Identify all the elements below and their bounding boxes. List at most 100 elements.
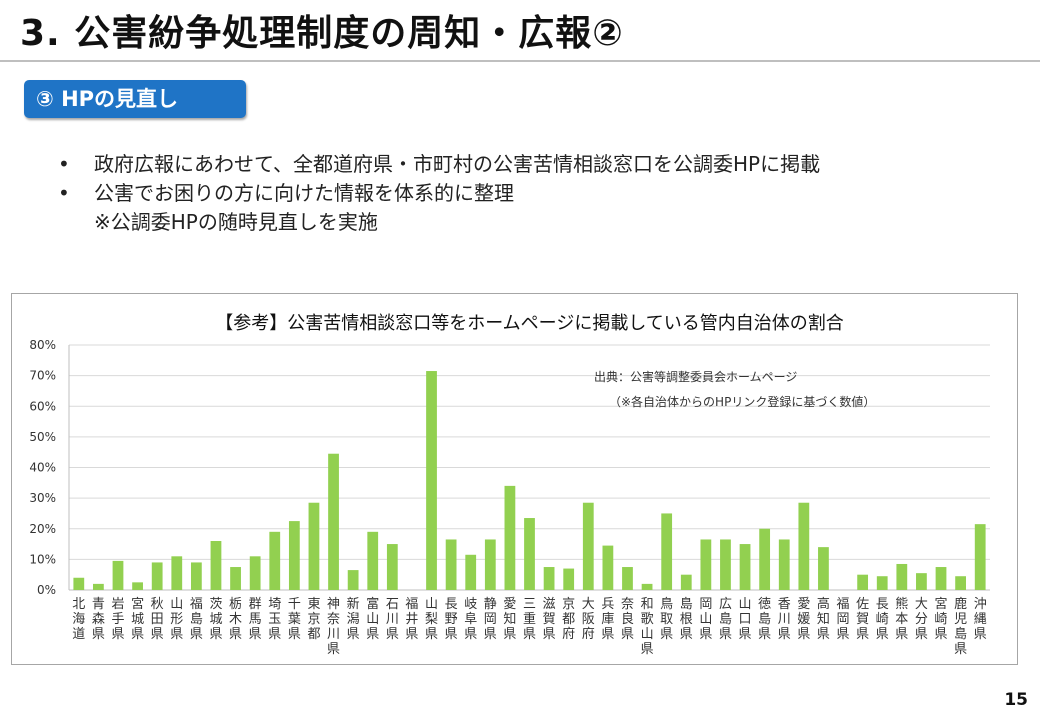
x-tick-label: 佐賀県 xyxy=(856,597,869,642)
bar xyxy=(151,562,163,590)
bar xyxy=(328,453,339,590)
bar xyxy=(308,502,320,590)
x-tick-label: 福岡県 xyxy=(837,597,850,642)
y-tick-label: 20% xyxy=(29,522,56,536)
bar xyxy=(641,583,653,590)
x-tick-label: 石川県 xyxy=(386,597,399,642)
bar xyxy=(93,583,104,590)
bar xyxy=(504,485,516,590)
x-tick-label: 岐阜県 xyxy=(464,597,477,642)
bar xyxy=(798,502,810,590)
bar xyxy=(210,541,222,590)
bar xyxy=(484,539,496,590)
x-tick-label: 兵庫県 xyxy=(601,597,614,642)
x-tick-label: 香川県 xyxy=(778,597,791,642)
y-tick-label: 60% xyxy=(29,399,56,413)
bar xyxy=(661,513,673,590)
x-tick-label: 岩手県 xyxy=(111,597,124,642)
y-tick-label: 30% xyxy=(29,491,56,505)
y-tick-label: 80% xyxy=(29,338,56,352)
page-number: 15 xyxy=(1004,690,1028,710)
note-text: ※公調委HPの随時見直しを実施 xyxy=(94,210,378,234)
bar xyxy=(190,562,202,590)
bar xyxy=(857,574,869,590)
x-tick-label: 東京都 xyxy=(307,596,320,642)
bar xyxy=(386,544,398,590)
title-divider xyxy=(0,60,1040,62)
x-tick-label: 愛知県 xyxy=(503,597,516,642)
x-tick-label: 大阪府 xyxy=(582,597,595,642)
x-tick-label: 神奈川県 xyxy=(327,597,340,657)
x-tick-label: 富山県 xyxy=(366,596,379,642)
source-annotation: （※各自治体からのHPリンク登録に基づく数値） xyxy=(609,394,875,409)
x-tick-label: 福島県 xyxy=(190,597,203,642)
x-tick-label: 徳島県 xyxy=(758,597,771,642)
y-tick-label: 40% xyxy=(29,461,56,475)
section-badge: ③ HPの見直し xyxy=(24,80,246,118)
slide-title: 3. 公害紛争処理制度の周知・広報② xyxy=(20,13,624,54)
x-tick-label: 山口県 xyxy=(739,597,752,642)
bar xyxy=(622,567,633,590)
bar xyxy=(465,554,477,590)
bar xyxy=(876,576,888,590)
x-tick-label: 長崎県 xyxy=(876,597,889,642)
bar xyxy=(288,521,300,590)
y-tick-label: 70% xyxy=(29,369,56,383)
x-tick-label: 山形県 xyxy=(170,597,183,642)
x-tick-label: 青森県 xyxy=(92,597,105,642)
bar xyxy=(720,539,731,590)
bar xyxy=(974,524,986,590)
chart-frame: 【参考】公害苦情相談窓口等をホームページに掲載している管内自治体の割合 0% 10%… xyxy=(11,293,1018,665)
bar xyxy=(739,544,751,590)
x-tick-label: 岡山県 xyxy=(699,597,712,642)
x-tick-label: 愛媛県 xyxy=(797,597,810,642)
bar xyxy=(818,547,829,590)
bar xyxy=(112,560,124,590)
x-tick-label: 熊本県 xyxy=(895,596,908,642)
bar xyxy=(896,563,908,590)
x-tick-label: 三重県 xyxy=(523,597,536,642)
x-tick-label: 奈良県 xyxy=(621,597,634,642)
x-tick-label: 鹿児島県 xyxy=(954,596,967,657)
x-tick-label: 宮城県 xyxy=(131,596,144,642)
bar xyxy=(602,545,614,590)
bar xyxy=(249,556,261,590)
y-tick-label: 0% xyxy=(37,583,56,597)
x-tick-label: 和歌山県 xyxy=(641,597,654,657)
bar xyxy=(347,570,359,590)
x-tick-label: 北海道 xyxy=(72,597,85,642)
bar xyxy=(269,531,281,590)
bar xyxy=(778,539,790,590)
x-tick-label: 福井県 xyxy=(405,597,418,642)
x-tick-label: 埼玉県 xyxy=(268,597,281,642)
bar xyxy=(582,502,594,590)
bar xyxy=(73,577,85,590)
bar xyxy=(367,531,379,590)
x-tick-label: 鳥取県 xyxy=(660,597,673,642)
bar xyxy=(680,574,692,590)
x-tick-label: 静岡県 xyxy=(484,597,497,642)
x-tick-label: 長野県 xyxy=(445,597,458,642)
x-tick-label: 秋田県 xyxy=(151,597,164,642)
x-tick-label: 千葉県 xyxy=(288,597,301,642)
bar xyxy=(524,518,535,590)
bar xyxy=(171,556,183,590)
bar xyxy=(563,568,575,590)
bar xyxy=(955,576,966,590)
x-tick-label: 京都府 xyxy=(562,597,575,642)
bullet-marker: • xyxy=(58,152,70,176)
x-tick-label: 茨城県 xyxy=(209,597,222,642)
x-tick-label: 広島県 xyxy=(719,597,732,642)
bar xyxy=(700,539,712,590)
x-tick-label: 新潟県 xyxy=(347,596,360,642)
x-tick-label: 滋賀県 xyxy=(543,597,556,642)
x-tick-label: 高知県 xyxy=(817,596,830,642)
x-tick-label: 沖縄県 xyxy=(974,597,987,642)
x-tick-label: 山梨県 xyxy=(425,597,438,642)
y-tick-label: 10% xyxy=(29,552,56,566)
bar xyxy=(935,567,947,590)
bullet-text: 公害でお困りの方に向けた情報を体系的に整理 xyxy=(94,181,514,205)
bar xyxy=(445,539,457,590)
y-tick-label: 50% xyxy=(29,430,56,444)
bar xyxy=(132,582,143,590)
